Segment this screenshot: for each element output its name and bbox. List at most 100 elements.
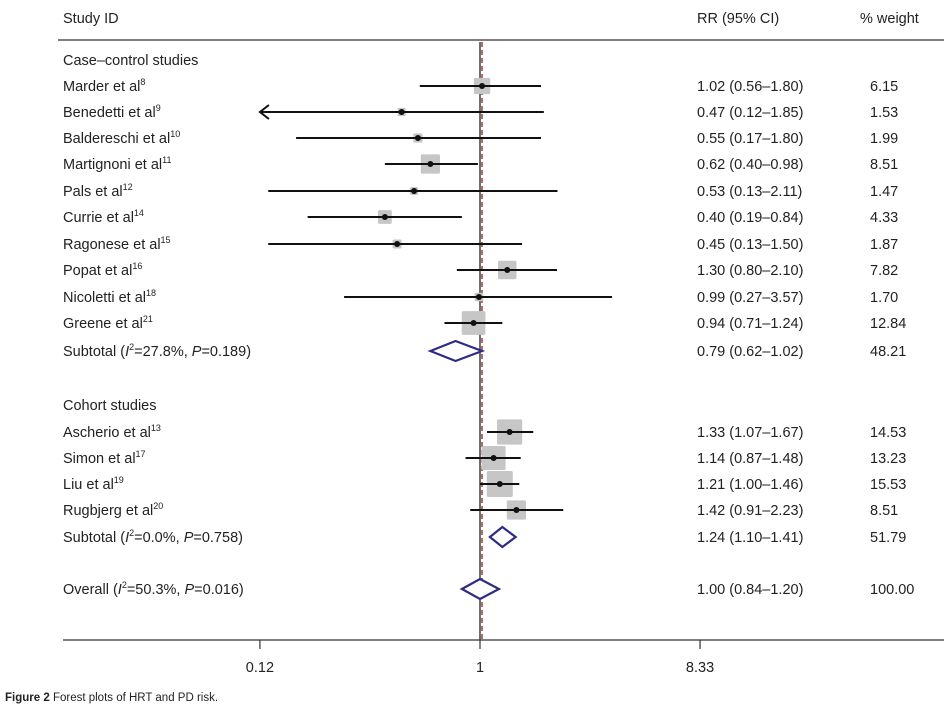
study-point bbox=[411, 188, 418, 194]
subtotal-label: Subtotal (I2=0.0%, P=0.758) bbox=[63, 528, 243, 546]
subtotal-weight: 51.79 bbox=[870, 530, 906, 546]
caption-label: Figure 2 bbox=[5, 692, 50, 704]
study-reference: 19 bbox=[114, 475, 124, 485]
study-label: Currie et al14 bbox=[63, 208, 144, 226]
subtotal-rr-ci: 1.24 (1.10–1.41) bbox=[697, 530, 803, 546]
study-rr-ci: 0.99 (0.27–3.57) bbox=[697, 290, 803, 306]
study-name: Liu et al bbox=[63, 477, 114, 493]
study-reference: 20 bbox=[153, 501, 163, 511]
study-reference: 9 bbox=[156, 103, 161, 113]
p-symbol: P bbox=[184, 582, 194, 598]
study-name: Pals et al bbox=[63, 184, 123, 200]
study-weight: 1.47 bbox=[870, 184, 898, 200]
study-reference: 15 bbox=[161, 235, 171, 245]
study-point bbox=[381, 214, 388, 220]
i-squared-symbol: I bbox=[125, 530, 129, 546]
study-label: Rugbjerg et al20 bbox=[63, 501, 163, 519]
superscript: 2 bbox=[129, 528, 134, 538]
i-squared-value: =0.0%, bbox=[134, 530, 184, 546]
study-rr-ci: 1.21 (1.00–1.46) bbox=[697, 477, 803, 493]
study-weight: 4.33 bbox=[870, 210, 898, 226]
study-point bbox=[394, 241, 401, 247]
study-label: Martignoni et al11 bbox=[63, 155, 171, 173]
study-point bbox=[506, 429, 513, 435]
study-name: Rugbjerg et al bbox=[63, 503, 153, 519]
study-rr-ci: 1.14 (0.87–1.48) bbox=[697, 451, 803, 467]
x-tick-label: 8.33 bbox=[686, 660, 714, 676]
study-name: Marder et al bbox=[63, 79, 140, 95]
group-title: Cohort studies bbox=[63, 398, 157, 414]
study-reference: 12 bbox=[123, 182, 133, 192]
study-weight: 8.51 bbox=[870, 157, 898, 173]
study-point bbox=[496, 481, 503, 487]
superscript: 2 bbox=[122, 580, 127, 590]
header-rr-ci: RR (95% CI) bbox=[697, 11, 779, 27]
study-name: Baldereschi et al bbox=[63, 131, 170, 147]
study-weight: 15.53 bbox=[870, 477, 906, 493]
subtotal-diamond bbox=[427, 339, 486, 363]
i-squared-symbol: I bbox=[125, 344, 129, 360]
study-rr-ci: 1.33 (1.07–1.67) bbox=[697, 425, 803, 441]
study-label: Simon et al17 bbox=[63, 449, 146, 467]
study-name: Currie et al bbox=[63, 210, 134, 226]
study-label: Ascherio et al13 bbox=[63, 423, 161, 441]
study-label: Ragonese et al15 bbox=[63, 235, 171, 253]
study-label: Pals et al12 bbox=[63, 182, 133, 200]
study-rr-ci: 0.40 (0.19–0.84) bbox=[697, 210, 803, 226]
subtotal-label: Subtotal (I2=27.8%, P=0.189) bbox=[63, 342, 251, 360]
study-weight: 1.70 bbox=[870, 290, 898, 306]
caption-text: Forest plots of HRT and PD risk. bbox=[52, 692, 219, 704]
study-reference: 14 bbox=[134, 208, 144, 218]
study-reference: 10 bbox=[170, 129, 180, 139]
study-point bbox=[490, 455, 497, 461]
study-weight: 1.53 bbox=[870, 105, 898, 121]
study-point bbox=[427, 161, 434, 167]
header-weight: % weight bbox=[860, 11, 919, 27]
p-symbol: P bbox=[184, 530, 194, 546]
i-squared-value: =50.3%, bbox=[127, 582, 185, 598]
study-label: Nicoletti et al18 bbox=[63, 288, 156, 306]
label-text: Overall ( bbox=[63, 582, 118, 598]
study-point bbox=[470, 320, 477, 326]
study-reference: 8 bbox=[140, 77, 145, 87]
subtotal-diamond bbox=[488, 525, 518, 549]
study-reference: 11 bbox=[162, 155, 171, 165]
study-weight: 12.84 bbox=[870, 316, 906, 332]
p-value: =0.189) bbox=[201, 344, 251, 360]
study-point bbox=[504, 267, 511, 273]
i-squared-symbol: I bbox=[118, 582, 122, 598]
overall-rr-ci: 1.00 (0.84–1.20) bbox=[697, 582, 803, 598]
study-rr-ci: 1.02 (0.56–1.80) bbox=[697, 79, 803, 95]
p-symbol: P bbox=[192, 344, 202, 360]
overall-weight: 100.00 bbox=[870, 582, 914, 598]
label-text: Subtotal ( bbox=[63, 530, 125, 546]
study-rr-ci: 0.45 (0.13–1.50) bbox=[697, 237, 803, 253]
study-name: Ascherio et al bbox=[63, 425, 151, 441]
i-squared-value: =27.8%, bbox=[134, 344, 192, 360]
study-weight: 8.51 bbox=[870, 503, 898, 519]
study-point bbox=[513, 507, 520, 513]
study-weight: 14.53 bbox=[870, 425, 906, 441]
study-label: Greene et al21 bbox=[63, 314, 153, 332]
study-point bbox=[398, 109, 405, 115]
x-tick-label: 0.12 bbox=[246, 660, 274, 676]
study-name: Nicoletti et al bbox=[63, 290, 146, 306]
study-weight: 1.87 bbox=[870, 237, 898, 253]
study-name: Benedetti et al bbox=[63, 105, 156, 121]
study-reference: 17 bbox=[136, 449, 146, 459]
study-label: Benedetti et al9 bbox=[63, 103, 161, 121]
x-tick-label: 1 bbox=[476, 660, 484, 676]
study-weight: 1.99 bbox=[870, 131, 898, 147]
study-reference: 16 bbox=[132, 261, 142, 271]
superscript: 2 bbox=[129, 342, 134, 352]
study-rr-ci: 1.30 (0.80–2.10) bbox=[697, 263, 803, 279]
study-label: Baldereschi et al10 bbox=[63, 129, 180, 147]
study-rr-ci: 0.62 (0.40–0.98) bbox=[697, 157, 803, 173]
study-reference: 13 bbox=[151, 423, 161, 433]
study-rr-ci: 0.53 (0.13–2.11) bbox=[697, 184, 802, 200]
study-rr-ci: 0.55 (0.17–1.80) bbox=[697, 131, 803, 147]
truncation-arrow-icon bbox=[258, 104, 270, 120]
p-value: =0.016) bbox=[194, 582, 244, 598]
study-name: Simon et al bbox=[63, 451, 136, 467]
